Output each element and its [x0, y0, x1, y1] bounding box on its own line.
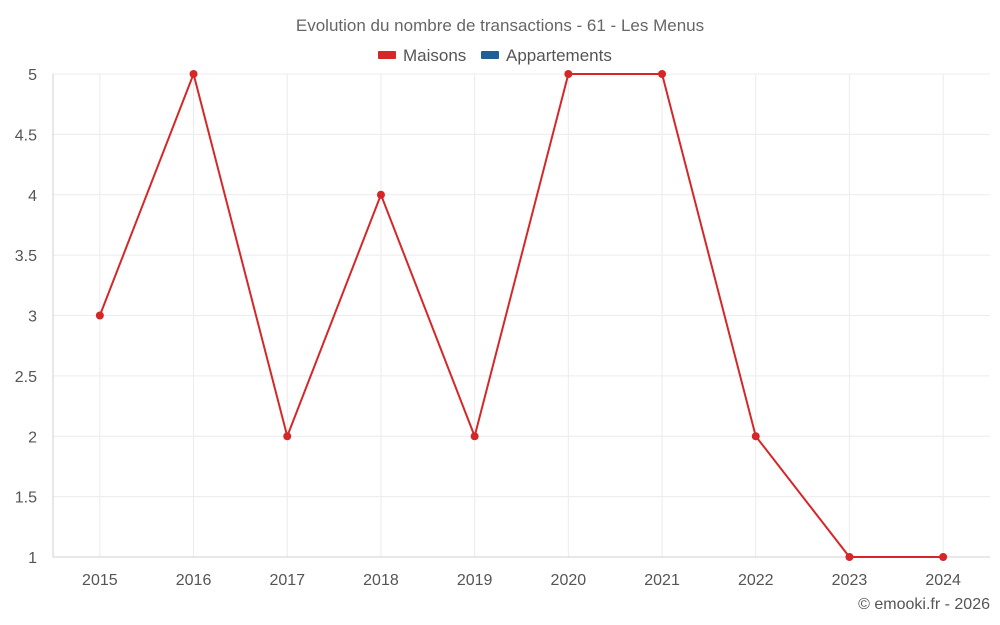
- legend-item-maisons[interactable]: Maisons: [378, 46, 466, 65]
- y-tick-label: 4: [28, 188, 37, 205]
- x-tick-label: 2023: [832, 572, 868, 589]
- x-tick-label: 2022: [738, 572, 774, 589]
- legend-item-appartements[interactable]: Appartements: [481, 46, 612, 65]
- data-point-maisons[interactable]: [564, 70, 573, 78]
- y-tick-label: 4.5: [15, 127, 37, 144]
- y-tick-label: 3.5: [15, 248, 37, 265]
- data-point-maisons[interactable]: [283, 432, 292, 441]
- y-tick-label: 3: [28, 309, 37, 326]
- x-tick-label: 2021: [644, 572, 680, 589]
- legend-swatch-appartements: [481, 51, 499, 59]
- x-tick-label: 2017: [269, 572, 305, 589]
- data-point-maisons[interactable]: [939, 553, 948, 561]
- series-line-maisons: [98, 73, 944, 558]
- x-tick-label: 2020: [551, 572, 587, 589]
- x-tick-label: 2018: [363, 572, 399, 589]
- y-tick-label: 2: [28, 429, 37, 446]
- legend-swatch-maisons: [378, 51, 396, 59]
- data-point-maisons[interactable]: [470, 432, 479, 441]
- x-tick-label: 2015: [82, 572, 118, 589]
- x-axis-ticks: 2015 2016 2017 2018 2019 2020 2021 2022 2023 2024: [82, 572, 961, 589]
- x-tick-label: 2019: [457, 572, 493, 589]
- series: [95, 70, 948, 561]
- chart-title: Evolution du nombre de transactions - 61…: [296, 16, 704, 35]
- data-point-maisons[interactable]: [376, 190, 385, 199]
- data-point-maisons[interactable]: [95, 311, 104, 320]
- y-tick-label: 1: [28, 550, 37, 567]
- legend: Maisons Appartements: [378, 46, 612, 65]
- legend-label-appartements: Appartements: [506, 46, 612, 65]
- y-tick-label: 1.5: [15, 490, 37, 507]
- x-tick-label: 2016: [176, 572, 212, 589]
- y-tick-label: 5: [28, 67, 37, 84]
- data-point-maisons[interactable]: [658, 70, 667, 78]
- credit: © emooki.fr - 2026: [858, 596, 990, 613]
- legend-label-maisons: Maisons: [403, 46, 466, 65]
- data-point-maisons[interactable]: [189, 70, 198, 78]
- data-point-maisons[interactable]: [751, 432, 760, 441]
- y-tick-label: 2.5: [15, 369, 37, 386]
- grid: [52, 73, 990, 558]
- y-axis-ticks: 1 1.5 2 2.5 3 3.5 4 4.5 5: [15, 67, 37, 567]
- data-point-maisons[interactable]: [845, 553, 854, 561]
- x-tick-label: 2024: [925, 572, 961, 589]
